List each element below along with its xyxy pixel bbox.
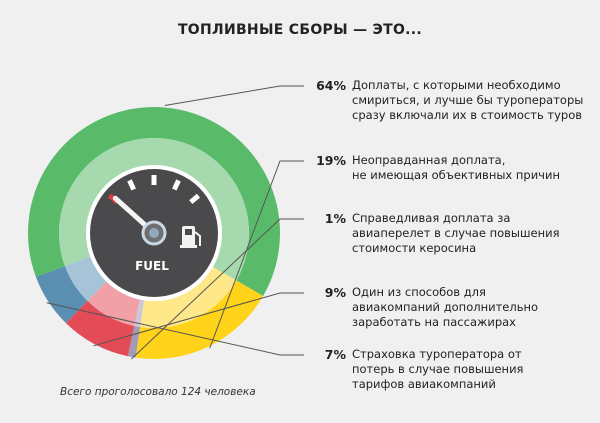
- leader-line: [209, 160, 304, 349]
- pie-slice: [65, 300, 135, 357]
- pie-slice-inner: [134, 299, 145, 327]
- leader-line: [164, 85, 304, 106]
- legend-value: 7%: [324, 347, 346, 362]
- legend-label: Один из способов для авиакомпаний дополн…: [352, 285, 539, 329]
- legend-item: 19% Неоправданная доплата, не имеющая об…: [308, 153, 598, 183]
- fuel-pump-icon: [180, 226, 201, 248]
- leader-line: [46, 302, 304, 356]
- legend-item: 9% Один из способов для авиакомпаний доп…: [308, 285, 598, 330]
- leader-line: [130, 218, 304, 360]
- legend-item: 1% Справедливая доплата за авиаперелет в…: [308, 211, 598, 256]
- legend-value: 64%: [316, 78, 346, 93]
- pie-slice: [135, 280, 264, 359]
- leader-line: [93, 292, 304, 347]
- chart-title: ТОПЛИВНЫЕ СБОРЫ — ЭТО...: [177, 22, 423, 38]
- gauge-hub-center: [149, 228, 159, 238]
- legend-value: 19%: [316, 153, 346, 168]
- gauge-label: FUEL: [135, 259, 169, 273]
- legend-item: 64% Доплаты, с которыми необходимо смири…: [308, 78, 598, 123]
- legend-value: 9%: [324, 285, 346, 300]
- gauge-tick: [172, 179, 181, 191]
- legend-label: Доплаты, с которыми необходимо смириться…: [352, 78, 584, 122]
- pie-slice-inner: [87, 281, 140, 326]
- leader-lines: [46, 85, 304, 360]
- gauge-tick: [127, 179, 136, 191]
- footnote: Всего проголосовало 124 человека: [60, 386, 256, 398]
- legend-label: Неоправданная доплата, не имеющая объект…: [352, 153, 560, 182]
- pie-slice: [28, 107, 281, 297]
- legend-value: 1%: [324, 211, 346, 226]
- gauge-tick: [189, 193, 201, 205]
- pie-slice-inner: [59, 138, 249, 281]
- legend-item: 7% Страховка туроператора от потерь в сл…: [308, 347, 598, 392]
- pie-slice-inner: [64, 256, 107, 301]
- legend-label: Справедливая доплата за авиаперелет в сл…: [352, 211, 560, 255]
- legend-label: Страховка туроператора от потерь в случа…: [352, 347, 524, 391]
